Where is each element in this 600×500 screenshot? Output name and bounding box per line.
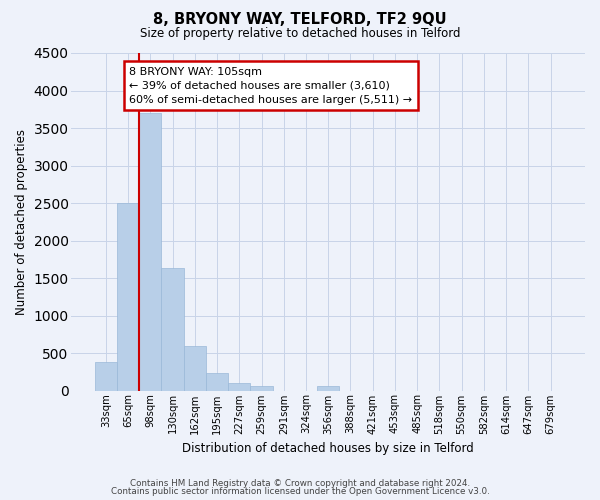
Text: Contains public sector information licensed under the Open Government Licence v3: Contains public sector information licen… bbox=[110, 487, 490, 496]
Y-axis label: Number of detached properties: Number of detached properties bbox=[15, 129, 28, 315]
Bar bbox=[206, 372, 228, 390]
Text: Size of property relative to detached houses in Telford: Size of property relative to detached ho… bbox=[140, 28, 460, 40]
Bar bbox=[228, 383, 250, 390]
Bar bbox=[317, 386, 340, 390]
Text: 8 BRYONY WAY: 105sqm
← 39% of detached houses are smaller (3,610)
60% of semi-de: 8 BRYONY WAY: 105sqm ← 39% of detached h… bbox=[129, 66, 412, 104]
Bar bbox=[184, 346, 206, 391]
Bar bbox=[117, 203, 139, 390]
Text: Contains HM Land Registry data © Crown copyright and database right 2024.: Contains HM Land Registry data © Crown c… bbox=[130, 478, 470, 488]
X-axis label: Distribution of detached houses by size in Telford: Distribution of detached houses by size … bbox=[182, 442, 474, 455]
Bar bbox=[250, 386, 272, 390]
Bar bbox=[139, 113, 161, 390]
Bar bbox=[95, 362, 117, 390]
Text: 8, BRYONY WAY, TELFORD, TF2 9QU: 8, BRYONY WAY, TELFORD, TF2 9QU bbox=[153, 12, 447, 28]
Bar bbox=[161, 268, 184, 390]
